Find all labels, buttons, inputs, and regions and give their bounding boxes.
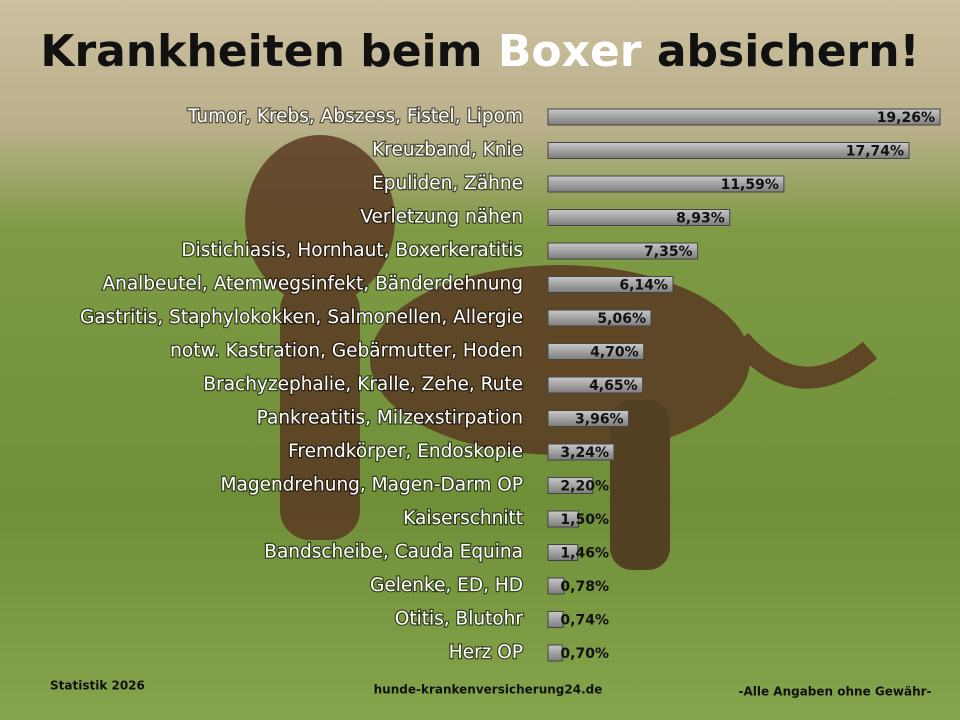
- category-label: Distichiasis, Hornhaut, Boxerkeratitis: [181, 240, 523, 261]
- bar: [547, 309, 652, 327]
- category-label: Magendrehung, Magen-Darm OP: [221, 475, 523, 496]
- category-label: notw. Kastration, Gebärmutter, Hoden: [170, 341, 523, 362]
- category-label: Analbeutel, Atemwegsinfekt, Bänderdehnun…: [102, 274, 523, 295]
- bar: [547, 108, 941, 126]
- value-label: 3,96%: [575, 412, 624, 428]
- category-label: Gelenke, ED, HD: [370, 575, 523, 596]
- value-label: 0,70%: [560, 646, 609, 662]
- chart-title: Krankheiten beim Boxer absichern!: [40, 26, 919, 77]
- value-label: 8,93%: [676, 211, 725, 227]
- value-label: 5,06%: [597, 311, 646, 327]
- value-label: 4,70%: [590, 345, 639, 361]
- category-label: Epuliden, Zähne: [372, 173, 523, 194]
- value-label: 19,26%: [877, 110, 935, 126]
- bar: [547, 443, 615, 461]
- value-label: 1,46%: [560, 546, 609, 562]
- category-label: Kaiserschnitt: [403, 508, 523, 529]
- category-label: Pankreatitis, Milzexstirpation: [257, 408, 523, 429]
- value-label: 1,50%: [560, 512, 609, 528]
- category-label: Otitis, Blutohr: [395, 609, 524, 630]
- category-label: Verletzung nähen: [360, 207, 523, 228]
- bar: [547, 343, 645, 360]
- category-label: Bandscheibe, Cauda Equina: [264, 542, 523, 563]
- title-part: absichern!: [657, 26, 920, 77]
- value-label: 3,24%: [560, 445, 609, 461]
- category-label: Fremdkörper, Endoskopie: [288, 441, 523, 462]
- value-label: 2,20%: [560, 479, 609, 495]
- value-label: 17,74%: [846, 144, 904, 160]
- footer-note: Statistik 2026: [50, 679, 145, 693]
- value-label: 0,78%: [560, 579, 609, 595]
- value-label: 4,65%: [589, 378, 638, 394]
- title-part: Boxer: [498, 26, 642, 77]
- value-label: 11,59%: [721, 177, 779, 193]
- value-label: 6,14%: [619, 278, 668, 294]
- bar: [547, 276, 674, 293]
- category-label: Kreuzband, Knie: [372, 140, 523, 161]
- bar: [547, 209, 731, 226]
- category-label: Herz OP: [449, 642, 523, 663]
- bar: [547, 142, 910, 159]
- category-label: Gastritis, Staphylokokken, Salmonellen, …: [80, 307, 523, 328]
- value-label: 0,74%: [560, 613, 609, 629]
- bar: [547, 410, 630, 427]
- category-label: Tumor, Krebs, Abszess, Fistel, Lipom: [187, 106, 523, 127]
- bar: [547, 611, 564, 628]
- bar: [547, 644, 563, 662]
- title-part: Krankheiten beim: [40, 26, 482, 77]
- bar: [547, 376, 644, 394]
- bar: [547, 510, 580, 528]
- bar: [547, 242, 699, 260]
- bar: [547, 175, 785, 193]
- bar: [547, 577, 565, 595]
- bar: [547, 477, 594, 494]
- category-label: Brachyzephalie, Kralle, Zehe, Rute: [203, 374, 523, 395]
- value-label: 7,35%: [644, 244, 693, 260]
- footer-note: -Alle Angaben ohne Gewähr-: [738, 685, 931, 699]
- footer-note: hunde-krankenversicherung24.de: [374, 683, 603, 697]
- bar: [547, 544, 579, 561]
